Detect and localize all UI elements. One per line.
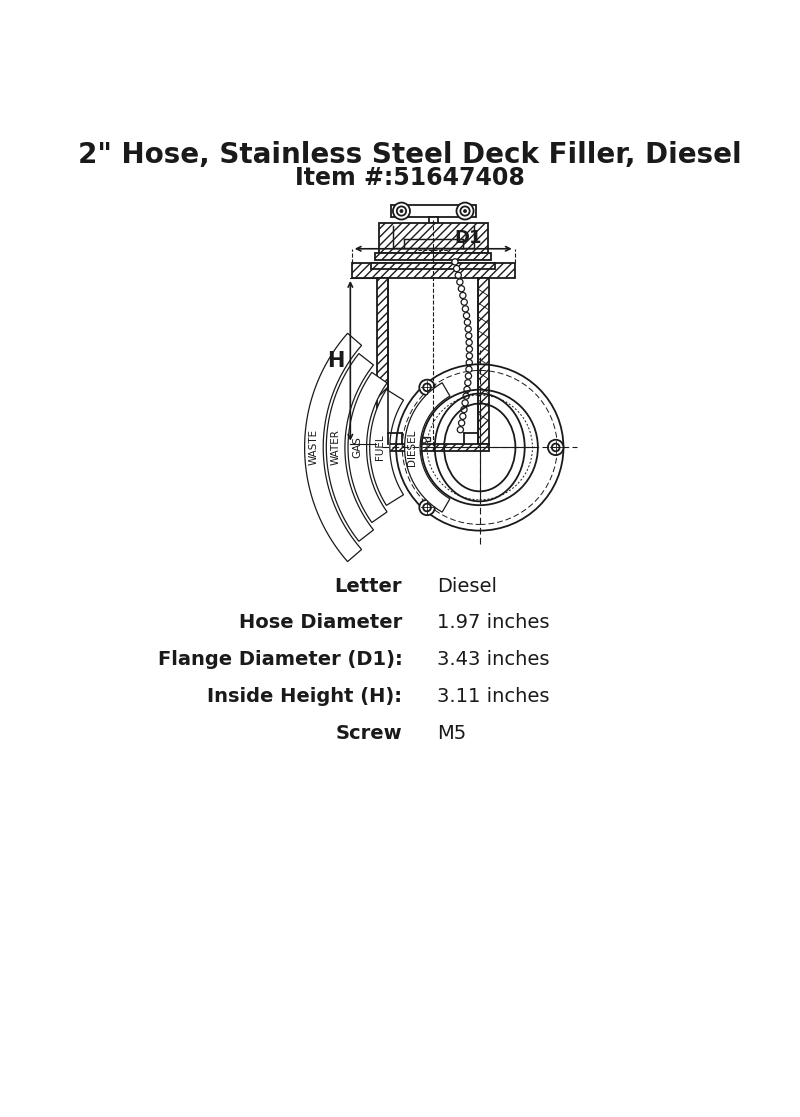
Circle shape <box>460 293 466 298</box>
Text: 2" Hose, Stainless Steel Deck Filler, Diesel: 2" Hose, Stainless Steel Deck Filler, Di… <box>78 141 742 169</box>
Circle shape <box>460 207 470 216</box>
Circle shape <box>461 299 467 305</box>
Circle shape <box>460 413 466 419</box>
Text: Flange Diameter (D1):: Flange Diameter (D1): <box>158 650 402 669</box>
Text: WASTE: WASTE <box>309 429 319 466</box>
Circle shape <box>458 420 465 426</box>
Circle shape <box>463 313 470 318</box>
Circle shape <box>455 273 462 278</box>
Polygon shape <box>326 354 374 542</box>
Bar <box>390 204 476 217</box>
Text: Hose Diameter: Hose Diameter <box>239 613 402 632</box>
Text: Diesel: Diesel <box>437 576 497 595</box>
Polygon shape <box>348 372 387 523</box>
Circle shape <box>423 504 431 512</box>
Bar <box>378 443 489 451</box>
Polygon shape <box>305 333 362 562</box>
Circle shape <box>462 400 468 405</box>
Circle shape <box>452 259 458 265</box>
Circle shape <box>466 360 472 365</box>
Text: H: H <box>326 351 344 371</box>
Bar <box>375 252 491 260</box>
Bar <box>478 278 489 443</box>
Circle shape <box>457 279 463 285</box>
Circle shape <box>419 380 435 395</box>
Circle shape <box>400 210 403 212</box>
Circle shape <box>422 438 426 442</box>
Text: Screw: Screw <box>336 724 402 744</box>
Polygon shape <box>405 383 450 512</box>
Circle shape <box>465 380 471 385</box>
Bar <box>371 262 495 269</box>
Text: 3.11 inches: 3.11 inches <box>437 687 550 706</box>
Text: FUEL: FUEL <box>374 435 385 460</box>
Circle shape <box>466 333 472 338</box>
Circle shape <box>461 407 467 412</box>
Text: D1: D1 <box>454 229 482 247</box>
Circle shape <box>454 266 460 271</box>
Bar <box>379 223 487 252</box>
Circle shape <box>457 202 474 220</box>
Circle shape <box>393 202 410 220</box>
Text: DIESEL: DIESEL <box>407 429 418 466</box>
Circle shape <box>419 499 435 515</box>
Text: GAS: GAS <box>352 437 362 458</box>
Bar <box>418 437 430 440</box>
Circle shape <box>466 373 471 379</box>
Polygon shape <box>370 390 403 505</box>
Circle shape <box>548 440 563 455</box>
Circle shape <box>397 207 406 216</box>
Text: 1.97 inches: 1.97 inches <box>437 613 550 632</box>
Bar <box>378 278 388 443</box>
Text: Letter: Letter <box>334 576 402 595</box>
Circle shape <box>464 319 470 325</box>
Circle shape <box>465 326 471 332</box>
Text: Item #:51647408: Item #:51647408 <box>295 166 525 190</box>
Circle shape <box>464 386 470 392</box>
Circle shape <box>458 286 465 292</box>
Circle shape <box>423 383 431 391</box>
Bar <box>352 262 514 278</box>
Text: WATER: WATER <box>330 430 341 466</box>
Circle shape <box>466 366 472 372</box>
Bar <box>429 217 438 223</box>
Text: M5: M5 <box>437 724 466 744</box>
Circle shape <box>466 346 473 352</box>
Text: 3.43 inches: 3.43 inches <box>437 650 550 669</box>
Text: Inside Height (H):: Inside Height (H): <box>207 687 402 706</box>
Circle shape <box>458 427 463 432</box>
Circle shape <box>466 340 472 345</box>
Circle shape <box>552 443 559 451</box>
Circle shape <box>463 210 466 212</box>
Circle shape <box>463 393 470 399</box>
Circle shape <box>462 306 469 312</box>
Circle shape <box>466 353 473 359</box>
